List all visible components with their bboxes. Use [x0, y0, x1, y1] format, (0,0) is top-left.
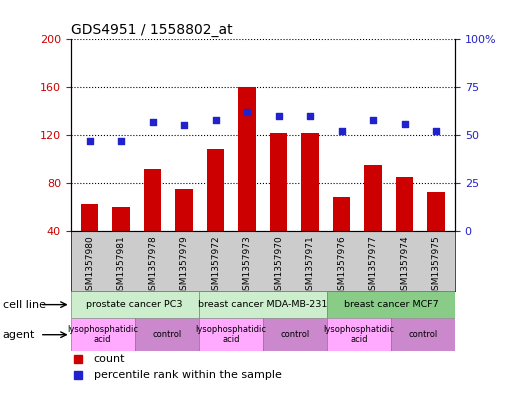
- Text: GSM1357972: GSM1357972: [211, 235, 220, 296]
- Bar: [333, 197, 350, 279]
- Bar: [263, 318, 327, 351]
- Text: agent: agent: [3, 330, 35, 340]
- Text: GSM1357977: GSM1357977: [369, 235, 378, 296]
- Text: GSM1357979: GSM1357979: [179, 235, 188, 296]
- Text: GSM1357975: GSM1357975: [431, 235, 440, 296]
- Bar: [207, 149, 224, 279]
- Bar: [175, 189, 192, 279]
- Point: [369, 117, 377, 123]
- Bar: [112, 207, 130, 279]
- Text: GSM1357970: GSM1357970: [274, 235, 283, 296]
- Point: [243, 109, 251, 115]
- Bar: [301, 133, 319, 279]
- Text: GSM1357978: GSM1357978: [148, 235, 157, 296]
- Text: breast cancer MCF7: breast cancer MCF7: [344, 300, 438, 309]
- Point: [149, 118, 157, 125]
- Bar: [391, 318, 455, 351]
- Text: GSM1357971: GSM1357971: [305, 235, 314, 296]
- Bar: [365, 165, 382, 279]
- Text: prostate cancer PC3: prostate cancer PC3: [86, 300, 183, 309]
- Text: lysophosphatidic
acid: lysophosphatidic acid: [323, 325, 394, 344]
- Point: [432, 128, 440, 134]
- Text: GDS4951 / 1558802_at: GDS4951 / 1558802_at: [71, 23, 232, 37]
- Point: [211, 117, 220, 123]
- Text: lysophosphatidic
acid: lysophosphatidic acid: [195, 325, 266, 344]
- Bar: [71, 318, 135, 351]
- Text: control: control: [280, 330, 310, 339]
- Point: [85, 138, 94, 144]
- Bar: [327, 291, 455, 318]
- Bar: [199, 291, 327, 318]
- Text: breast cancer MDA-MB-231: breast cancer MDA-MB-231: [198, 300, 327, 309]
- Point: [306, 113, 314, 119]
- Bar: [144, 169, 161, 279]
- Bar: [427, 193, 445, 279]
- Bar: [135, 318, 199, 351]
- Bar: [238, 87, 256, 279]
- Bar: [71, 291, 199, 318]
- Point: [401, 120, 409, 127]
- Text: GSM1357974: GSM1357974: [400, 235, 409, 296]
- Text: count: count: [94, 354, 125, 364]
- Text: GSM1357981: GSM1357981: [117, 235, 126, 296]
- Text: lysophosphatidic
acid: lysophosphatidic acid: [67, 325, 138, 344]
- Point: [275, 113, 283, 119]
- Text: control: control: [152, 330, 181, 339]
- Bar: [327, 318, 391, 351]
- Text: cell line: cell line: [3, 299, 46, 310]
- Text: GSM1357973: GSM1357973: [243, 235, 252, 296]
- Point: [117, 138, 125, 144]
- Point: [180, 122, 188, 129]
- Bar: [199, 318, 263, 351]
- Text: GSM1357976: GSM1357976: [337, 235, 346, 296]
- Bar: [396, 177, 413, 279]
- Bar: [81, 204, 98, 279]
- Text: control: control: [408, 330, 438, 339]
- Text: percentile rank within the sample: percentile rank within the sample: [94, 370, 281, 380]
- Bar: [270, 133, 287, 279]
- Text: GSM1357980: GSM1357980: [85, 235, 94, 296]
- Point: [337, 128, 346, 134]
